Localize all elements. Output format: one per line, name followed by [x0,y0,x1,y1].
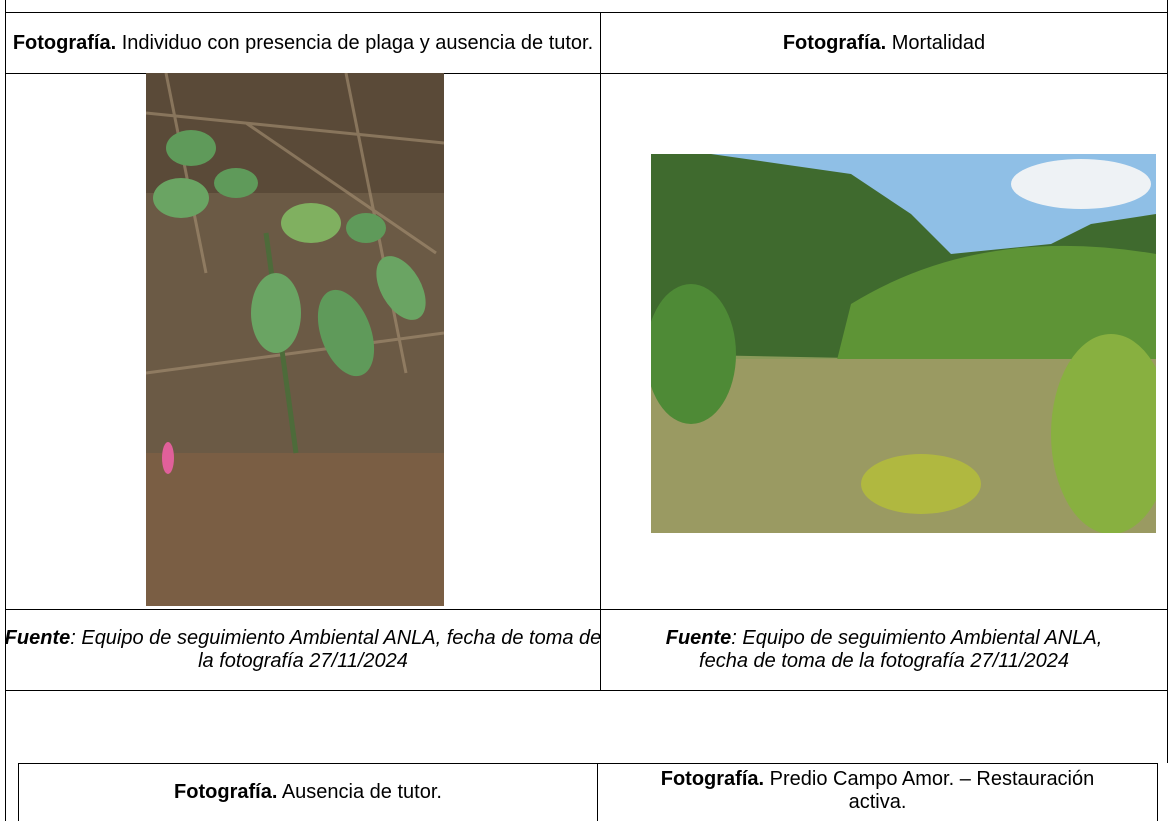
border [1167,0,1168,763]
photo-field [651,154,1156,533]
caption: Fotografía. Ausencia de tutor. [19,764,597,821]
border [597,763,598,821]
caption-label: Fotografía. [660,768,765,790]
border [1157,763,1158,821]
caption: Fotografía. Predio Campo Amor. – Restaur… [598,764,1157,821]
source-text: : Equipo de seguimiento Ambiental ANLA, … [70,627,600,672]
border [600,12,601,690]
source-label: Fuente [665,627,732,649]
caption-text: Predio Campo Amor. – Restauración activa… [769,768,1095,813]
border [5,12,1168,13]
source-label: Fuente [6,627,71,649]
photo-plant [146,73,444,606]
border [18,763,1158,764]
border [5,0,6,821]
caption-text: Ausencia de tutor. [281,781,442,803]
border [5,690,1168,691]
caption-label: Fotografía. [174,781,278,803]
caption-text: Mortalidad [891,31,986,54]
caption-label: Fotografía. [782,31,887,54]
caption: Fotografía. Individuo con presencia de p… [6,13,600,73]
caption-text: Individuo con presencia de plaga y ausen… [121,31,594,54]
caption: Fotografía. Mortalidad [601,13,1167,73]
border [5,73,1168,74]
border [5,609,1168,610]
source: Fuente: Equipo de seguimiento Ambiental … [601,610,1167,690]
caption-label: Fotografía. [12,31,117,54]
source-text: : Equipo de seguimiento Ambiental ANLA, … [699,627,1103,672]
source: Fuente: Equipo de seguimiento Ambiental … [6,610,600,690]
border [18,763,19,821]
